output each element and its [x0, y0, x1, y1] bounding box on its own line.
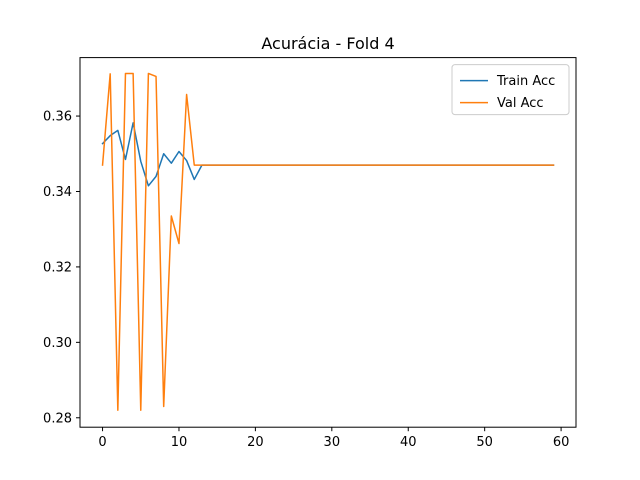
legend-label: Val Acc [497, 96, 544, 111]
y-axis: 0.28 0.30 0.32 0.34 0.36 [43, 110, 80, 426]
x-tick-label: 40 [400, 435, 417, 450]
x-axis: 0 10 20 30 40 50 60 [98, 427, 569, 450]
y-tick-label: 0.34 [43, 185, 72, 200]
y-tick-label: 0.30 [43, 336, 72, 351]
x-tick-label: 10 [171, 435, 188, 450]
plot-area [101, 72, 555, 411]
chart-title: Acurácia - Fold 4 [261, 34, 394, 53]
x-tick-label: 50 [476, 435, 493, 450]
series-line-val-acc [101, 72, 555, 411]
y-tick-label: 0.36 [43, 110, 72, 125]
x-tick-label: 20 [247, 435, 264, 450]
legend: Train Acc Val Acc [451, 64, 570, 116]
x-tick-label: 30 [324, 435, 341, 450]
x-tick-label: 60 [553, 435, 570, 450]
x-tick-label: 0 [98, 435, 106, 450]
series-line-train-acc [101, 122, 555, 187]
legend-label: Train Acc [496, 74, 555, 89]
y-tick-label: 0.32 [43, 260, 72, 275]
y-tick-label: 0.28 [43, 411, 72, 426]
axes-frame [79, 57, 577, 428]
